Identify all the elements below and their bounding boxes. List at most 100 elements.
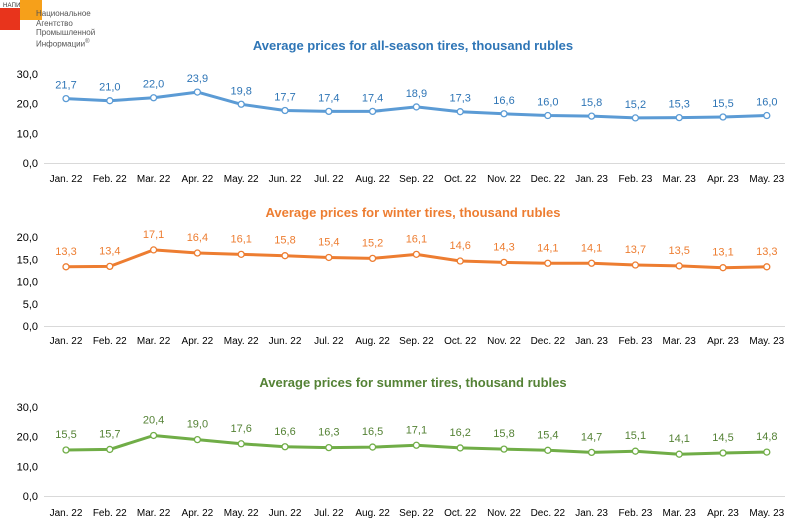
data-label: 17,7 [274,91,295,103]
x-tick-label: Feb. 23 [618,174,652,185]
data-point [587,112,596,120]
chart-title: Average prices for all-season tires, tho… [253,38,573,53]
x-tick-label: Feb. 22 [93,508,127,519]
data-label: 13,1 [712,247,733,259]
chart-title: Average prices for summer tires, thousan… [259,375,566,390]
x-tick-label: Jan. 22 [50,508,83,519]
y-tick-label: 30,0 [17,402,38,414]
data-label: 19,0 [187,419,208,431]
data-point [500,445,508,453]
logo-orange-square [20,0,42,20]
data-label: 13,4 [99,245,120,257]
data-label: 14,5 [712,432,733,444]
data-label: 17,1 [406,424,427,436]
chart-1: Average prices for all-season tires, tho… [17,38,785,185]
x-tick-label: Apr. 23 [707,174,739,185]
x-tick-label: Jul. 22 [314,174,344,185]
data-label: 17,1 [143,229,164,241]
data-label: 16,6 [493,95,514,107]
x-tick-label: Nov. 22 [487,336,521,347]
data-point [62,263,70,271]
x-tick-label: Sep. 22 [399,336,434,347]
data-point [544,259,552,267]
x-tick-label: Sep. 22 [399,174,434,185]
data-label: 15,5 [55,429,76,441]
data-point [500,258,508,267]
data-point [149,431,158,440]
x-tick-label: Jun. 22 [269,336,302,347]
x-tick-label: Mar. 22 [137,336,171,347]
data-point [325,107,333,116]
data-point [193,88,202,96]
data-label: 16,0 [537,97,558,109]
x-tick-label: Mar. 23 [663,336,697,347]
data-label: 15,2 [362,237,383,249]
data-label: 14,8 [756,431,777,443]
x-tick-label: Jan. 23 [575,336,608,347]
y-tick-label: 0,0 [23,491,38,503]
x-tick-label: Apr. 22 [182,336,214,347]
x-tick-label: Apr. 22 [182,508,214,519]
x-tick-label: Dec. 22 [531,336,566,347]
data-point [106,97,114,105]
data-label: 14,6 [449,240,470,252]
data-point [587,259,596,267]
x-tick-label: May. 22 [224,174,259,185]
x-tick-label: Aug. 22 [355,336,390,347]
data-point [281,252,289,260]
data-point [412,250,421,259]
data-point [675,262,683,270]
chart-title: Average prices for winter tires, thousan… [266,205,561,220]
x-tick-label: Nov. 22 [487,508,521,519]
data-label: 13,5 [668,245,689,257]
x-tick-label: Mar. 22 [137,174,171,185]
y-tick-label: 0,0 [23,158,38,170]
data-label: 15,4 [318,236,339,248]
x-tick-label: Apr. 23 [707,508,739,519]
x-tick-label: Apr. 23 [707,336,739,347]
data-point [763,111,771,120]
data-point [281,106,289,115]
data-point [62,94,70,103]
x-tick-label: Dec. 22 [531,508,566,519]
data-point [106,262,114,271]
data-label: 16,1 [230,233,251,245]
data-point [631,261,640,269]
data-label: 15,3 [668,99,689,111]
logo-abbreviation: НАПИ [3,3,21,9]
data-point [412,103,421,111]
data-label: 19,8 [230,85,251,97]
y-tick-label: 20,0 [17,432,38,444]
data-point [193,435,202,444]
y-tick-label: 10,0 [17,461,38,473]
data-point [456,108,464,116]
data-point [500,110,508,118]
data-label: 22,0 [143,79,164,91]
x-tick-label: Feb. 23 [618,508,652,519]
data-label: 15,2 [625,99,646,111]
y-tick-label: 0,0 [23,321,38,333]
napi-logo: НАПИ Национальное Агентство Промышленной… [0,0,100,56]
data-label: 14,1 [668,433,689,445]
data-point [675,450,683,458]
x-tick-label: Apr. 22 [182,174,214,185]
data-label: 15,4 [537,429,558,441]
data-label: 16,2 [449,427,470,439]
y-tick-label: 20,0 [17,99,38,111]
data-label: 16,6 [274,426,295,438]
y-tick-label: 20,0 [17,232,38,244]
x-tick-label: Aug. 22 [355,174,390,185]
x-tick-label: Jan. 22 [50,336,83,347]
data-point [149,246,158,254]
x-tick-label: Feb. 23 [618,336,652,347]
data-label: 16,4 [187,232,208,244]
data-point [325,443,333,452]
data-label: 16,5 [362,426,383,438]
x-tick-label: Sep. 22 [399,508,434,519]
data-label: 15,5 [712,98,733,110]
data-label: 14,3 [493,241,514,253]
data-point [281,443,289,451]
x-tick-label: Feb. 22 [93,174,127,185]
data-point [237,250,245,259]
data-label: 14,1 [581,242,602,254]
